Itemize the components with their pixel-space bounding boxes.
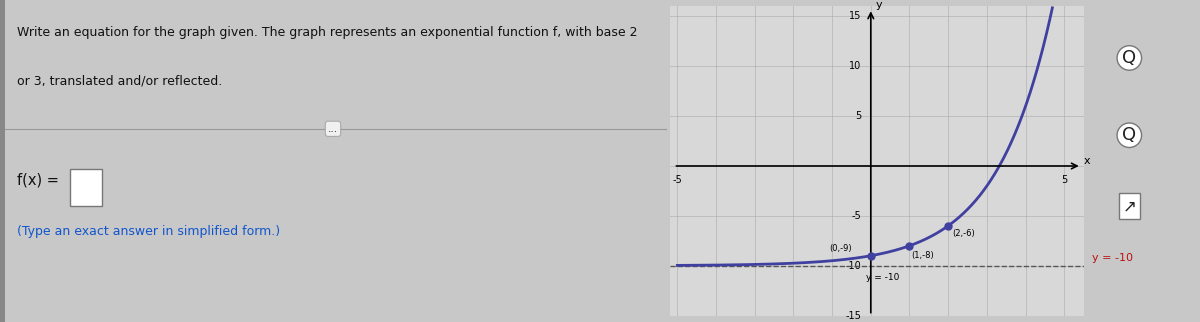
Text: (Type an exact answer in simplified form.): (Type an exact answer in simplified form… <box>17 225 280 238</box>
Text: or 3, translated and/or reflected.: or 3, translated and/or reflected. <box>17 74 222 87</box>
Text: Q: Q <box>1122 49 1136 67</box>
Text: (0,-9): (0,-9) <box>829 244 852 253</box>
Text: -5: -5 <box>851 211 862 221</box>
Text: -5: -5 <box>672 175 683 185</box>
Text: x: x <box>1084 156 1091 166</box>
Text: 15: 15 <box>848 11 862 21</box>
Text: -10: -10 <box>845 261 862 271</box>
Text: 10: 10 <box>848 61 862 71</box>
Text: f(x) =: f(x) = <box>17 173 59 188</box>
Text: Q: Q <box>1122 126 1136 144</box>
Text: -15: -15 <box>845 310 862 321</box>
Text: Write an equation for the graph given. The graph represents an exponential funct: Write an equation for the graph given. T… <box>17 26 637 39</box>
Text: 5: 5 <box>1061 175 1067 185</box>
Bar <box>0 0 5 322</box>
Text: y = -10: y = -10 <box>865 273 899 282</box>
Text: (1,-8): (1,-8) <box>912 251 934 260</box>
Text: 5: 5 <box>854 111 862 121</box>
Text: y = -10: y = -10 <box>1092 252 1133 263</box>
Text: (2,-6): (2,-6) <box>952 229 974 238</box>
Bar <box>70 169 102 206</box>
Text: y: y <box>875 0 882 10</box>
Text: ...: ... <box>328 124 338 134</box>
Text: ↗: ↗ <box>1122 197 1136 215</box>
